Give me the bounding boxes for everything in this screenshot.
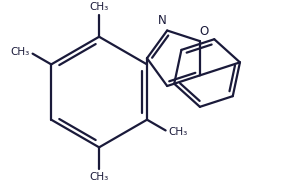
Text: CH₃: CH₃ [168, 127, 187, 137]
Text: CH₃: CH₃ [90, 2, 109, 12]
Text: O: O [199, 25, 208, 38]
Text: CH₃: CH₃ [90, 172, 109, 182]
Text: N: N [158, 14, 167, 27]
Text: CH₃: CH₃ [11, 47, 30, 57]
